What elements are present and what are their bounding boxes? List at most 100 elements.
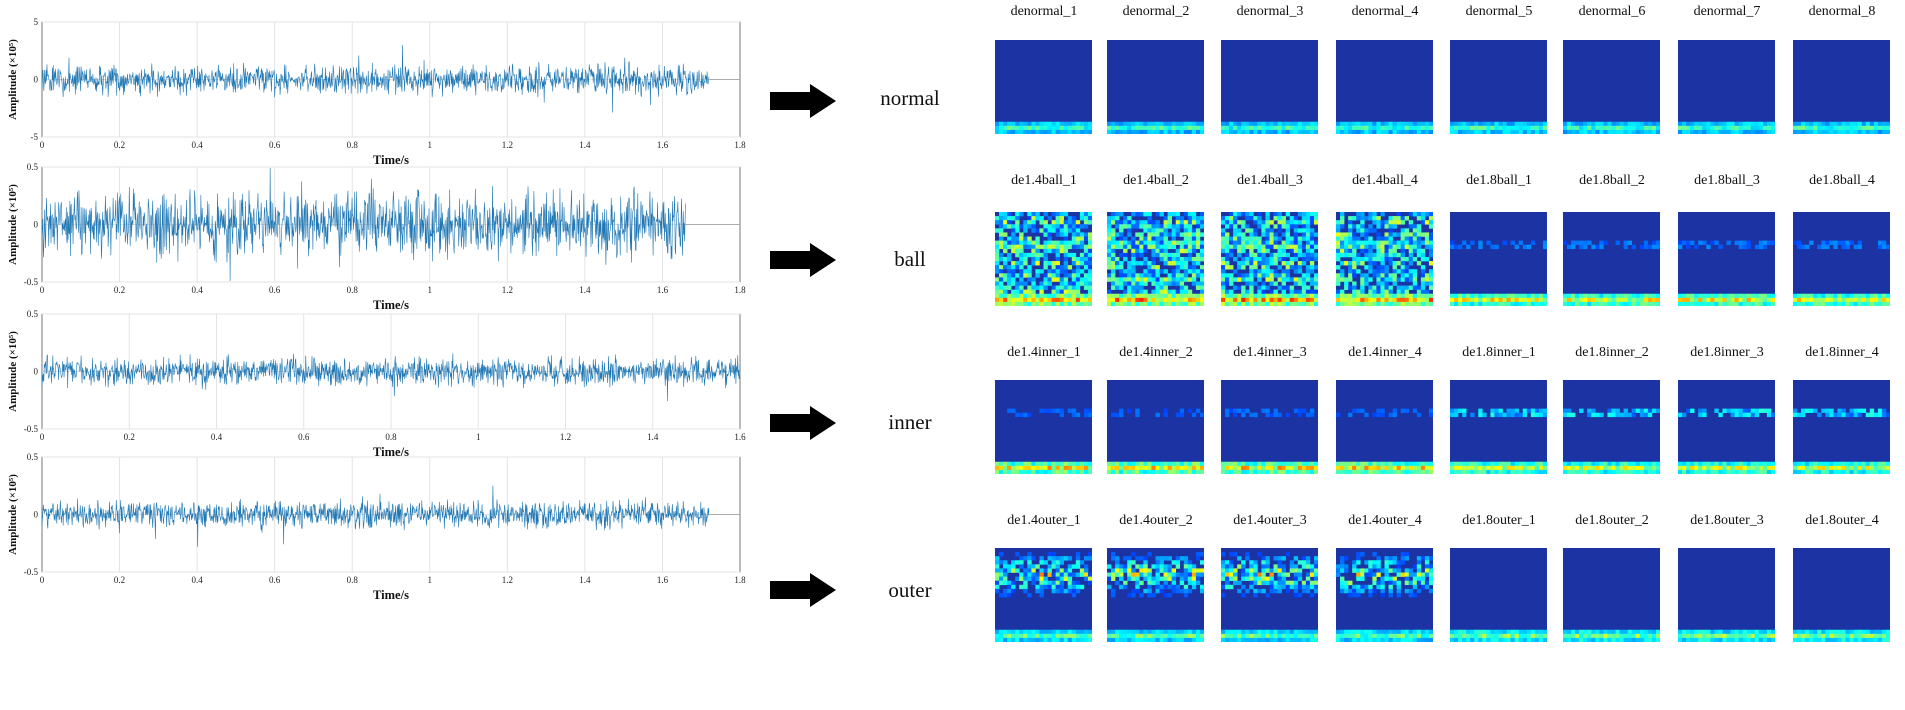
heat-cell — [1567, 293, 1572, 299]
heat-cell — [1340, 224, 1345, 229]
heat-cell — [1107, 576, 1112, 582]
heat-cell — [1151, 301, 1156, 306]
heat-cell — [1579, 301, 1584, 306]
heat-cell — [1127, 224, 1132, 229]
heat-cell — [1135, 277, 1140, 282]
heat-cell — [1151, 576, 1156, 582]
heat-cell — [1281, 273, 1286, 278]
heat-cell — [1269, 236, 1274, 241]
heat-cell — [1195, 637, 1201, 642]
heat-cell — [1191, 220, 1197, 225]
heat-cell — [1686, 629, 1691, 635]
heat-cell — [1195, 552, 1201, 557]
heat-cell — [1690, 461, 1695, 467]
heat-cell — [1396, 277, 1401, 282]
heat-cell — [1861, 125, 1867, 131]
heat-cell — [1336, 293, 1341, 299]
scalogram-tile — [1793, 212, 1890, 306]
heat-cell — [1237, 129, 1242, 134]
heat-cell — [1241, 297, 1246, 303]
heat-cell — [1241, 265, 1246, 270]
heat-cell — [1063, 220, 1069, 225]
heat-cell — [1285, 273, 1291, 278]
heat-cell — [1131, 265, 1136, 270]
heat-cell — [1071, 584, 1077, 590]
heat-cell — [1482, 412, 1487, 418]
heat-cell — [1261, 461, 1266, 467]
heat-cell — [1372, 301, 1377, 306]
heat-cell — [1221, 297, 1226, 303]
heat-cell — [1059, 588, 1065, 594]
heat-cell — [1277, 584, 1282, 590]
heat-cell — [1754, 408, 1760, 414]
heat-cell — [1348, 244, 1353, 250]
heat-cell — [1678, 129, 1683, 134]
heat-cell — [1277, 469, 1282, 474]
heat-cell — [1233, 576, 1238, 582]
heat-cell — [1011, 265, 1016, 270]
heat-cell — [1750, 408, 1756, 414]
heat-cell — [1849, 121, 1854, 127]
heat-cell — [1083, 293, 1089, 299]
heat-cell — [1011, 289, 1016, 295]
heat-cell — [1285, 232, 1291, 237]
heat-cell — [1305, 584, 1311, 590]
heat-cell — [1356, 121, 1361, 127]
heat-cell — [1412, 285, 1418, 290]
heat-cell — [1083, 564, 1089, 569]
heat-cell — [1368, 285, 1373, 290]
heat-cell — [1408, 212, 1414, 217]
heat-cell — [1273, 252, 1278, 258]
heat-cell — [1428, 224, 1433, 229]
heat-cell — [1011, 224, 1016, 229]
heat-cell — [1754, 412, 1760, 418]
heat-cell — [1035, 252, 1040, 258]
heat-cell — [1023, 633, 1028, 639]
heat-cell — [1563, 412, 1568, 418]
heat-cell — [1364, 121, 1369, 127]
heat-cell — [1384, 236, 1389, 241]
heat-cell — [1591, 121, 1596, 127]
heat-cell — [1801, 293, 1806, 299]
heat-cell — [1305, 293, 1311, 299]
heat-cell — [1809, 129, 1814, 134]
heat-cell — [1873, 469, 1879, 474]
heat-cell — [1420, 256, 1426, 262]
heat-cell — [1191, 261, 1197, 266]
heat-cell — [1151, 469, 1156, 474]
heat-cell — [1039, 301, 1044, 306]
heat-cell — [1055, 252, 1060, 258]
heat-cell — [1766, 412, 1772, 418]
heat-cell — [1225, 580, 1230, 586]
heat-cell — [1420, 125, 1426, 131]
heat-cell — [1035, 228, 1040, 233]
heat-cell — [1360, 248, 1365, 254]
heat-cell — [1229, 568, 1234, 573]
heat-cell — [1368, 572, 1373, 577]
heat-cell — [1237, 212, 1242, 217]
heat-cell — [1599, 637, 1604, 642]
heat-cell — [1522, 629, 1528, 635]
heat-cell — [1710, 461, 1715, 467]
heat-cell — [1710, 293, 1715, 299]
heat-cell — [1392, 216, 1397, 221]
heat-cell — [1750, 129, 1756, 134]
heat-cell — [1059, 297, 1065, 303]
heat-cell — [1047, 224, 1052, 229]
heat-cell — [1376, 584, 1381, 590]
heat-cell — [1059, 240, 1065, 246]
heat-cell — [1301, 556, 1307, 561]
heat-cell — [1007, 220, 1012, 225]
heat-cell — [1416, 469, 1422, 474]
heat-cell — [1261, 629, 1266, 635]
heat-cell — [1115, 121, 1120, 127]
heat-cell — [1187, 465, 1193, 471]
heat-cell — [1131, 273, 1136, 278]
heat-cell — [1257, 220, 1262, 225]
heat-cell — [1881, 125, 1887, 131]
heat-cell — [1482, 301, 1487, 306]
heat-cell — [1348, 261, 1353, 266]
heat-cell — [1424, 633, 1430, 639]
heat-cell — [1171, 240, 1177, 246]
heat-cell — [1237, 637, 1242, 642]
